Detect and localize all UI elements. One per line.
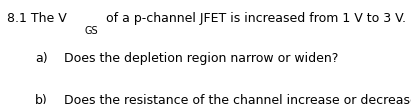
Text: 8.1 The V: 8.1 The V (7, 12, 67, 25)
Text: b): b) (35, 94, 48, 104)
Text: Does the resistance of the channel increase or decrease?: Does the resistance of the channel incre… (64, 94, 411, 104)
Text: a): a) (35, 52, 48, 65)
Text: Does the depletion region narrow or widen?: Does the depletion region narrow or wide… (64, 52, 338, 65)
Text: GS: GS (85, 26, 98, 36)
Text: of a p-channel JFET is increased from 1 V to 3 V.: of a p-channel JFET is increased from 1 … (102, 12, 406, 25)
